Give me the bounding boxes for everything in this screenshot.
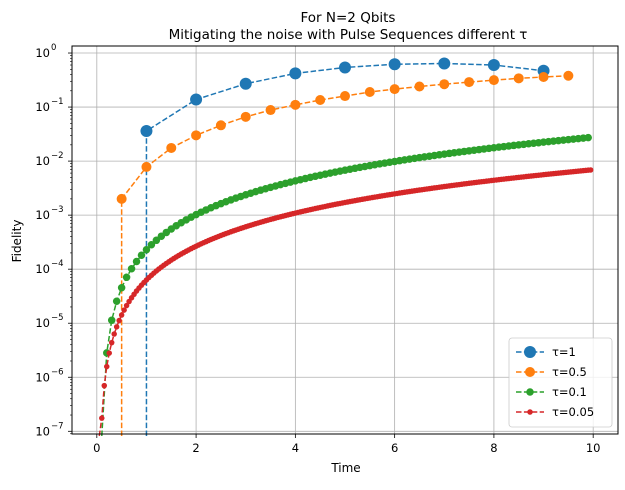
plot-frame (71, 45, 619, 435)
x-tick-label: 8 (490, 441, 497, 455)
data-point (121, 307, 127, 313)
y-tick-label: 10 (35, 262, 50, 276)
data-point (191, 130, 202, 141)
x-axis-label: Time (330, 461, 360, 475)
legend-box (508, 337, 613, 428)
data-point (464, 77, 475, 88)
data-point (389, 84, 400, 95)
series-line (145, 62, 544, 436)
data-point (104, 363, 110, 370)
series-τ=0.5 (116, 70, 574, 436)
legend-label: τ=0.5 (552, 365, 587, 379)
chart-subtitle: Mitigating the noise with Pulse Sequence… (169, 27, 528, 43)
data-point (116, 193, 127, 204)
data-point (563, 70, 574, 81)
data-point (107, 316, 116, 325)
legend: τ=1 τ=0.5 τ=0.1 τ=0.05 (508, 337, 613, 428)
data-point (240, 111, 251, 122)
data-point (538, 72, 549, 82)
data-point (132, 257, 141, 266)
data-point (488, 75, 499, 86)
data-point (513, 73, 524, 84)
data-point (584, 133, 592, 142)
legend-marker (525, 367, 535, 377)
data-point (215, 120, 226, 131)
y-tick-label: 10 (35, 154, 50, 168)
data-point (140, 125, 153, 138)
data-point (340, 91, 350, 102)
data-point (113, 324, 120, 330)
data-point (438, 57, 451, 70)
chart-title: For N=2 Qbits (301, 10, 396, 26)
data-point (116, 317, 122, 324)
y-tick-label-exponent: −1 (51, 97, 64, 107)
data-point (290, 99, 301, 110)
data-point (152, 236, 161, 245)
data-point (141, 161, 152, 172)
data-point (112, 297, 121, 306)
y-tick-label: 10 (35, 370, 50, 384)
data-point (111, 331, 117, 337)
series-line (120, 74, 569, 436)
data-point (487, 59, 500, 72)
data-point (106, 350, 112, 356)
legend-marker (526, 388, 534, 396)
data-point (117, 284, 126, 292)
data-point (339, 61, 351, 74)
data-point (289, 67, 302, 80)
data-point (414, 81, 425, 92)
x-tick-label: 2 (192, 441, 199, 455)
data-point (118, 312, 125, 318)
series-τ=0.05 (98, 167, 594, 437)
data-point (239, 77, 252, 90)
y-tick-label-exponent: −7 (51, 421, 64, 431)
y-tick-label-exponent: −6 (51, 367, 64, 377)
y-tick-label-exponent: 0 (51, 43, 56, 53)
data-point (101, 382, 108, 389)
x-tick-label: 6 (391, 441, 398, 455)
data-point (127, 264, 136, 273)
series-layer (98, 57, 594, 437)
series-τ=1 (140, 57, 550, 436)
y-tick-label: 10 (35, 100, 50, 114)
y-tick-label-exponent: −3 (51, 205, 64, 215)
data-point (265, 105, 276, 116)
legend-label: τ=1 (552, 345, 576, 359)
x-tick-label: 4 (292, 441, 299, 455)
y-tick-label-exponent: −5 (51, 313, 64, 323)
y-tick-label: 10 (35, 424, 50, 438)
legend-label: τ=0.05 (552, 405, 594, 419)
data-point (122, 273, 131, 282)
data-point (108, 339, 115, 346)
y-tick-label: 10 (35, 208, 50, 222)
grid (72, 46, 618, 434)
data-point (147, 241, 156, 249)
data-point (137, 251, 146, 259)
series-τ=0.1 (101, 133, 592, 437)
data-point (388, 58, 401, 71)
data-point (123, 302, 130, 309)
x-tick-label: 10 (586, 441, 601, 455)
legend-marker (527, 409, 533, 415)
data-point (190, 93, 203, 106)
data-point (142, 245, 151, 254)
legend-label: τ=0.1 (552, 385, 587, 399)
data-point (587, 167, 594, 173)
data-point (439, 79, 450, 90)
x-tick-label: 0 (93, 441, 100, 455)
y-axis-label: Fidelity (10, 220, 24, 263)
data-point (99, 415, 105, 421)
data-point (315, 95, 326, 106)
data-point (364, 87, 375, 97)
y-tick-label-exponent: −4 (51, 259, 64, 269)
y-tick-label: 10 (35, 46, 50, 60)
legend-marker (524, 346, 536, 358)
y-tick-label-exponent: −2 (51, 151, 64, 161)
data-point (166, 142, 177, 153)
y-tick-label: 10 (35, 316, 50, 330)
